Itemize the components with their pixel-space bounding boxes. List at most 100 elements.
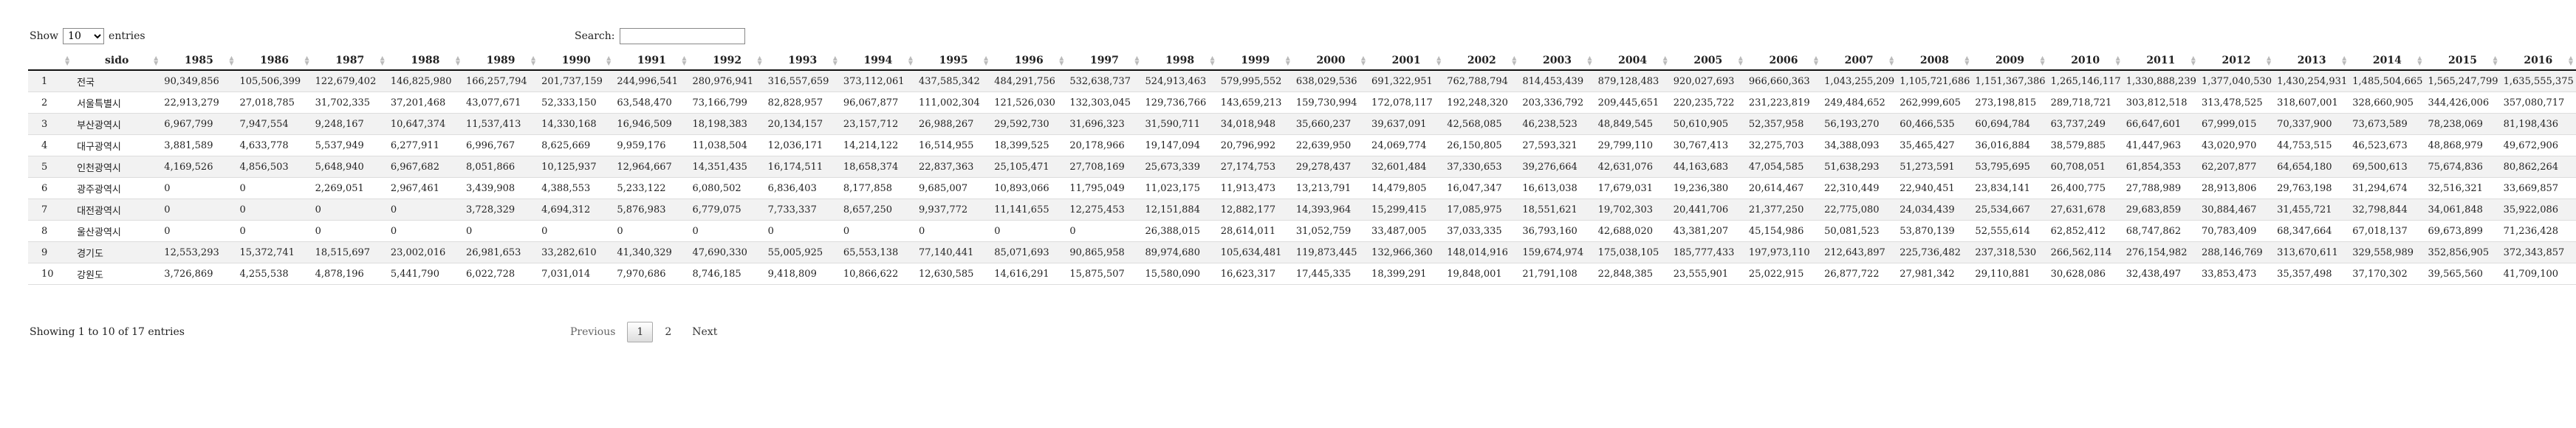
year-header-1999[interactable]: 1999 ▲ ▼ — [1217, 52, 1293, 71]
table-cell: 42,631,076 — [1594, 156, 1671, 178]
table-cell: 33,853,473 — [2198, 263, 2275, 285]
year-header-1998[interactable]: 1998 ▲ ▼ — [1142, 52, 1218, 71]
year-header-2002[interactable]: 2002 ▲ ▼ — [1444, 52, 1520, 71]
table-cell: 237,318,530 — [1972, 241, 2048, 263]
table-cell: 29,278,437 — [1292, 156, 1369, 178]
index-header[interactable]: ▲ ▼ — [28, 52, 73, 71]
table-cell: 22,913,279 — [161, 92, 237, 114]
year-header-1986[interactable]: 1986 ▲ ▼ — [236, 52, 312, 71]
year-header-1997[interactable]: 1997 ▲ ▼ — [1066, 52, 1143, 71]
table-cell: 17,085,975 — [1444, 199, 1520, 221]
year-header-1996[interactable]: 1996 ▲ ▼ — [991, 52, 1067, 71]
table-cell: 0 — [689, 220, 765, 242]
row-sido: 서울특별시 — [72, 92, 162, 114]
table-cell: 90,865,958 — [1066, 241, 1143, 263]
year-header-1990[interactable]: 1990 ▲ ▼ — [538, 52, 614, 71]
table-cell: 159,730,994 — [1292, 92, 1369, 114]
year-header-2010[interactable]: 2010 ▲ ▼ — [2047, 52, 2123, 71]
table-cell: 2,269,051 — [312, 177, 388, 199]
year-header-2011[interactable]: 2011 ▲ ▼ — [2123, 52, 2199, 71]
table-cell: 30,767,413 — [1670, 134, 1746, 156]
table-cell: 65,553,138 — [840, 241, 917, 263]
table-cell: 119,873,445 — [1292, 241, 1369, 263]
search-input[interactable] — [619, 28, 745, 44]
row-index: 6 — [28, 177, 73, 199]
year-header-1987[interactable]: 1987 ▲ ▼ — [312, 52, 388, 71]
table-cell: 81,198,436 — [2500, 113, 2576, 135]
year-header-1995[interactable]: 1995 ▲ ▼ — [916, 52, 992, 71]
table-cell: 244,996,541 — [614, 70, 690, 92]
table-cell: 0 — [387, 199, 463, 221]
table-cell: 48,868,979 — [2425, 134, 2501, 156]
table-cell: 33,282,610 — [538, 241, 614, 263]
table-cell: 90,349,856 — [161, 70, 237, 92]
search-control: Search: — [575, 28, 745, 44]
year-header-1991[interactable]: 1991 ▲ ▼ — [614, 52, 690, 71]
year-header-2003[interactable]: 2003 ▲ ▼ — [1519, 52, 1595, 71]
year-header-2004[interactable]: 2004 ▲ ▼ — [1594, 52, 1671, 71]
table-cell: 16,613,038 — [1519, 177, 1595, 199]
table-cell: 23,555,901 — [1670, 263, 1746, 285]
table-cell: 26,981,653 — [462, 241, 539, 263]
table-cell: 148,014,916 — [1444, 241, 1520, 263]
table-cell: 6,967,799 — [161, 113, 237, 135]
table-cell: 6,277,911 — [387, 134, 463, 156]
year-header-2008[interactable]: 2008 ▲ ▼ — [1897, 52, 1973, 71]
year-header-2000[interactable]: 2000 ▲ ▼ — [1292, 52, 1369, 71]
table-cell: 60,694,784 — [1972, 113, 2048, 135]
table-cell: 18,198,383 — [689, 113, 765, 135]
table-cell: 42,688,020 — [1594, 220, 1671, 242]
year-header-2015[interactable]: 2015 ▲ ▼ — [2425, 52, 2501, 71]
table-cell: 51,638,293 — [1821, 156, 1897, 178]
table-cell: 3,728,329 — [462, 199, 539, 221]
table-cell: 25,105,471 — [991, 156, 1067, 178]
table-cell: 30,628,086 — [2047, 263, 2123, 285]
year-header-2009[interactable]: 2009 ▲ ▼ — [1972, 52, 2048, 71]
table-cell: 78,238,069 — [2425, 113, 2501, 135]
year-header-1985[interactable]: 1985 ▲ ▼ — [161, 52, 237, 71]
year-header-2001[interactable]: 2001 ▲ ▼ — [1368, 52, 1445, 71]
table-cell: 357,080,717 — [2500, 92, 2576, 114]
year-header-1989[interactable]: 1989 ▲ ▼ — [462, 52, 539, 71]
table-cell: 7,970,686 — [614, 263, 690, 285]
table-cell: 352,856,905 — [2425, 241, 2501, 263]
table-cell: 4,255,538 — [236, 263, 312, 285]
year-header-2013[interactable]: 2013 ▲ ▼ — [2274, 52, 2350, 71]
row-index: 4 — [28, 134, 73, 156]
year-header-2006[interactable]: 2006 ▲ ▼ — [1745, 52, 1822, 71]
next-button[interactable]: Next — [692, 326, 718, 338]
table-cell: 39,637,091 — [1368, 113, 1445, 135]
year-header-1988[interactable]: 1988 ▲ ▼ — [387, 52, 463, 71]
year-header-2012[interactable]: 2012 ▲ ▼ — [2198, 52, 2275, 71]
previous-button[interactable]: Previous — [570, 326, 616, 338]
year-header-2016[interactable]: 2016 ▲ ▼ — [2500, 52, 2576, 71]
page-button-1[interactable]: 1 — [627, 322, 654, 342]
sido-header[interactable]: sido ▲ ▼ — [72, 52, 162, 71]
table-cell: 328,660,905 — [2349, 92, 2425, 114]
sort-icon: ▲ ▼ — [984, 55, 989, 66]
year-header-2014[interactable]: 2014 ▲ ▼ — [2349, 52, 2425, 71]
table-cell: 373,112,061 — [840, 70, 917, 92]
year-header-1993[interactable]: 1993 ▲ ▼ — [764, 52, 840, 71]
table-cell: 29,683,859 — [2123, 199, 2199, 221]
table-cell: 10,893,066 — [991, 177, 1067, 199]
table-cell: 6,779,075 — [689, 199, 765, 221]
table-cell: 9,959,176 — [614, 134, 690, 156]
table-row: 2 서울특별시 22,913,279 27,018,785 31,702,335 37,2… — [28, 92, 2576, 114]
table-cell: 691,322,951 — [1368, 70, 1445, 92]
table-cell: 5,233,122 — [614, 177, 690, 199]
table-cell: 1,485,504,665 — [2349, 70, 2425, 92]
table-row: 3 부산광역시 6,967,799 7,947,554 9,248,167 10,647,… — [28, 113, 2576, 135]
row-index: 1 — [28, 70, 73, 92]
page-button-2[interactable]: 2 — [665, 326, 672, 338]
table-cell: 11,023,175 — [1142, 177, 1218, 199]
year-header-2005[interactable]: 2005 ▲ ▼ — [1670, 52, 1746, 71]
year-header-2007[interactable]: 2007 ▲ ▼ — [1821, 52, 1897, 71]
year-header-1992[interactable]: 1992 ▲ ▼ — [689, 52, 765, 71]
table-cell: 68,347,664 — [2274, 220, 2350, 242]
year-header-1994[interactable]: 1994 ▲ ▼ — [840, 52, 917, 71]
page-length-select[interactable]: 10 — [63, 28, 105, 44]
table-row: 5 인천광역시 4,169,526 4,856,503 5,648,940 6,967,6… — [28, 156, 2576, 178]
table-cell: 85,071,693 — [991, 241, 1067, 263]
table-cell: 5,876,983 — [614, 199, 690, 221]
